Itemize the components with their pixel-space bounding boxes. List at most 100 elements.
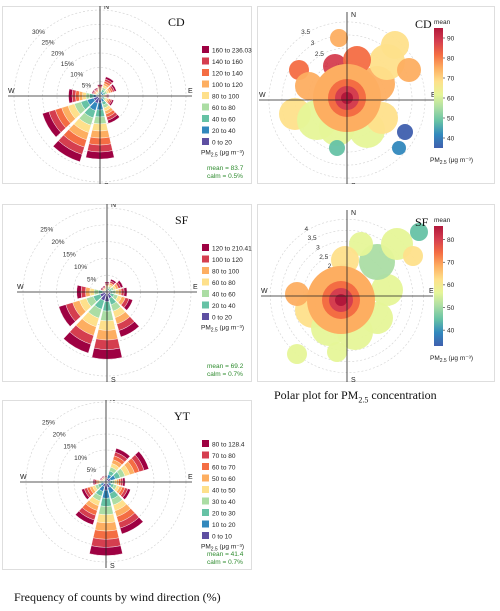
legend-swatch	[202, 126, 209, 134]
rose-petal-segment	[101, 475, 105, 479]
ring-label: 10%	[74, 264, 87, 271]
ring-label: 10%	[70, 72, 83, 79]
rose-petal-segment	[93, 87, 99, 91]
calm-label: calm = 0.5%	[207, 173, 243, 180]
wind-rose-cd: 5% 10% 15% 20% 25% 30% N E S W CD 160 to 236.03 140 …	[2, 6, 252, 184]
panel-frame	[2, 6, 252, 184]
panel-frame	[257, 6, 495, 184]
legend-label: 120 to 210.41	[212, 246, 252, 253]
rose-petal-segment	[81, 488, 90, 500]
ring-label: 25%	[42, 420, 55, 427]
colorbar	[434, 28, 443, 148]
compass-n: N	[111, 204, 116, 209]
compass-e: E	[193, 284, 198, 291]
legend-swatch	[202, 138, 209, 145]
legend-swatch	[202, 301, 209, 309]
colorbar-unit: PM2.5 (μg m⁻³)	[430, 157, 473, 166]
legend-swatch	[202, 440, 209, 447]
ring-label: 5%	[87, 277, 97, 284]
legend-swatch	[202, 57, 209, 65]
polar-plot-cd-svg: 11.522.533.5wsNESWCDmean405060708090PM2.…	[257, 6, 495, 184]
polar-surface-blob	[410, 223, 428, 241]
polar-caption-sub: 2.5	[358, 395, 369, 405]
legend-swatch	[202, 313, 209, 320]
rose-petal-segment	[91, 89, 95, 95]
rose-petal-segment	[107, 114, 120, 124]
polar-surface-blob	[327, 342, 347, 362]
legend-swatch	[202, 474, 209, 482]
compass-n: N	[351, 12, 356, 19]
polar-plot-sf-svg: 11.522.533.54wsNESWSFmean4050607080PM2.5…	[257, 204, 495, 382]
rose-petal-segment	[104, 76, 114, 84]
ring-label: 20%	[52, 239, 65, 246]
legend-label: 0 to 10	[212, 534, 232, 541]
legend-swatch	[202, 267, 209, 274]
ring-label: 3.5	[308, 235, 317, 242]
polar-surface-blob	[285, 282, 309, 306]
site-label: SF	[415, 215, 429, 229]
compass-e: E	[188, 474, 193, 481]
ring-label: 3	[311, 40, 315, 47]
rose-petal-segment	[99, 477, 103, 481]
colorbar-tick-label: 50	[447, 305, 455, 312]
site-label: CD	[415, 17, 432, 31]
colorbar-tick-label: 90	[447, 35, 455, 42]
legend-swatch	[202, 46, 209, 53]
rose-petal-segment	[122, 488, 131, 500]
polar-surface-blob	[287, 344, 307, 364]
rose-petal-segment	[134, 451, 150, 471]
ring-label: 2.5	[315, 51, 324, 58]
compass-w: W	[20, 474, 27, 481]
ring-label: 25%	[40, 227, 53, 234]
polar-caption-post: concentration	[368, 388, 437, 402]
ring-label: 2	[328, 263, 332, 270]
compass-e: E	[188, 88, 193, 95]
legend-label: 0 to 20	[212, 140, 232, 147]
polar-plot-caption: Polar plot for PM2.5 concentration	[274, 388, 437, 404]
wind-rose-yt-svg: 5%10% 15% 20% 25% N E S W YT 80 to 128.4 70 to 80 6…	[2, 400, 252, 570]
legend-label: 60 to 80	[212, 105, 236, 112]
compass-n: N	[110, 400, 115, 403]
legend-label: 40 to 50	[212, 488, 236, 495]
ring-label: 2.5	[319, 254, 328, 261]
compass-s: S	[111, 377, 116, 382]
compass-e: E	[429, 288, 434, 295]
legend-label: 100 to 120	[212, 257, 243, 264]
rose-petal-segment	[109, 99, 114, 107]
legend-swatch	[202, 497, 209, 505]
compass-n: N	[351, 210, 356, 217]
compass-s: S	[351, 377, 356, 382]
colorbar-tick-label: 60	[447, 95, 455, 102]
colorbar-tick-label: 80	[447, 55, 455, 62]
polar-plot-sf: 11.522.533.54wsNESWSFmean4050607080PM2.5…	[257, 204, 495, 382]
polar-surface-blob	[403, 246, 423, 266]
wind-rose-sf: 5% 10% 15% 20% 25% N E S W SF 120 to 210.41 100 to …	[2, 204, 252, 382]
rose-petal-segment	[114, 448, 131, 460]
compass-w: W	[259, 92, 266, 99]
polar-plot-cd: 11.522.533.5wsNESWCDmean405060708090PM2.…	[257, 6, 495, 184]
legend-label: 100 to 120	[212, 82, 243, 89]
polar-surface-blob	[329, 140, 345, 156]
site-label: YT	[174, 409, 191, 423]
legend-label: 20 to 30	[212, 511, 236, 518]
wind-rose-yt: 5%10% 15% 20% 25% N E S W YT 80 to 128.4 70 to 80 6…	[2, 400, 252, 570]
polar-surface-blob	[381, 31, 409, 59]
panel-frame	[257, 204, 495, 382]
colorbar-tick-label: 70	[447, 260, 455, 267]
legend-label: 20 to 40	[212, 303, 236, 310]
legend-swatch	[202, 244, 209, 251]
colorbar-tick-label: 50	[447, 115, 455, 122]
polar-surface-blob	[397, 58, 421, 82]
colorbar-tick-label: 80	[447, 237, 455, 244]
legend-label: 140 to 160	[212, 59, 243, 66]
legend-label: 120 to 140	[212, 71, 243, 78]
ring-label: 25%	[42, 40, 55, 47]
ring-label: 15%	[63, 252, 76, 259]
legend-swatch	[202, 278, 209, 286]
mean-label: mean = 41.4	[207, 551, 244, 558]
wind-rose-caption: Frequency of counts by wind direction (%…	[14, 590, 221, 605]
colorbar-tick-label: 40	[447, 135, 455, 142]
legend-swatch	[202, 509, 209, 516]
rose-petal-segment	[52, 140, 83, 163]
legend-unit: PM2.5 (μg m⁻³)	[201, 325, 244, 334]
